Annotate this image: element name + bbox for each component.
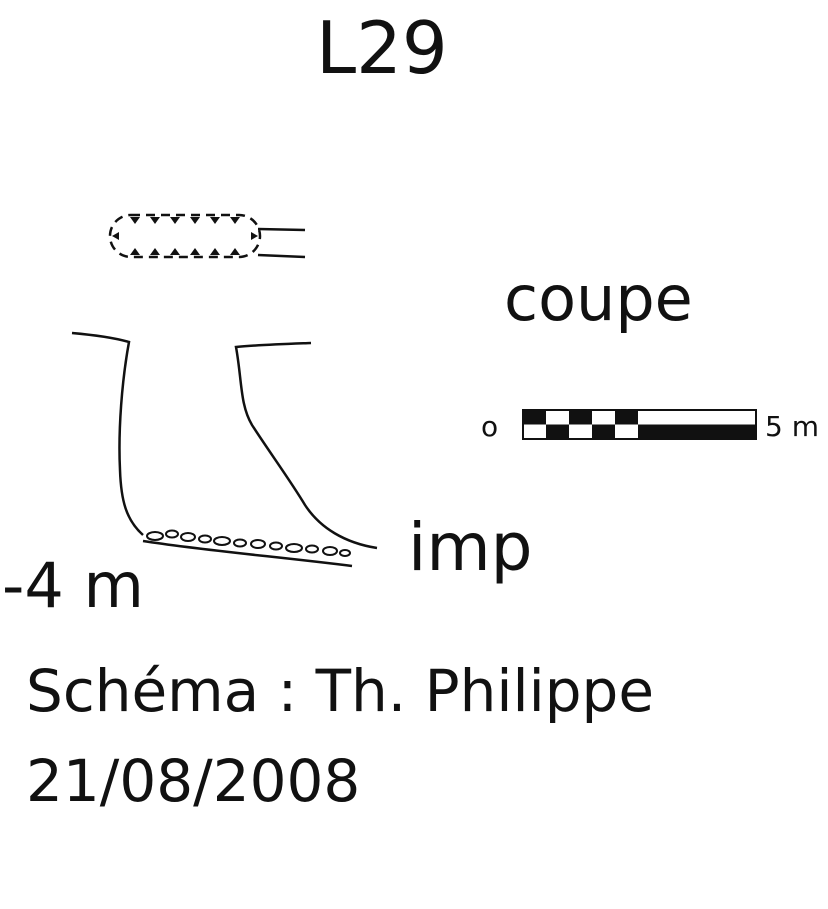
shaft-left-wall <box>71 331 144 536</box>
scale-bar <box>522 409 757 440</box>
credit-line: Schéma : Th. Philippe <box>26 657 655 725</box>
shaft-floor <box>142 539 353 568</box>
date-line: 21/08/2008 <box>26 747 361 815</box>
shaft-right-wall <box>234 341 378 550</box>
scale-start-label: o <box>481 410 499 443</box>
depth-label: -4 m <box>2 549 144 622</box>
diagram-title: L29 <box>316 6 448 90</box>
view-label: coupe <box>504 262 693 335</box>
floor-debris <box>146 529 351 557</box>
scale-end-label: 5 m <box>765 410 819 443</box>
entrance-plan-symbol <box>108 213 306 259</box>
bottom-label: imp <box>408 509 533 586</box>
